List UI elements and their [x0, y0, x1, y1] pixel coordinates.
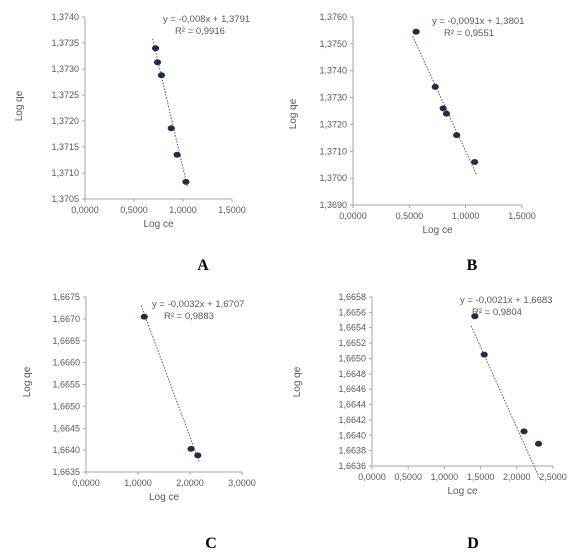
y-tick-label: 1,6675 [52, 292, 80, 302]
y-tick-label: 1,6640 [52, 445, 80, 455]
panel-letter: D [467, 535, 479, 552]
data-point [439, 105, 447, 112]
x-tick-label: 0,5000 [396, 211, 424, 221]
y-tick-label: 1,3740 [51, 12, 79, 22]
y-tick-label: 1,3730 [51, 64, 79, 74]
y-tick-label: 1,3690 [319, 200, 347, 210]
x-tick-label: 2,0000 [503, 472, 531, 482]
x-tick-label: 1,0000 [431, 472, 459, 482]
trendline [412, 36, 477, 175]
y-tick-label: 1,6650 [52, 401, 80, 411]
x-tick-label: 3,0000 [228, 478, 256, 488]
y-axis-label: Log qe [22, 366, 33, 397]
x-tick-label: 1,5000 [508, 211, 536, 221]
x-tick-label: 1,0000 [169, 205, 197, 215]
data-point [431, 83, 439, 90]
y-tick-label: 1,6648 [338, 369, 366, 379]
data-point [173, 151, 181, 158]
y-tick-label: 1,3700 [319, 173, 347, 183]
data-point [412, 28, 420, 35]
x-tick-label: 2,5000 [539, 472, 567, 482]
r-squared-label: R² = 0,9883 [164, 311, 214, 322]
panel-letter: A [197, 257, 209, 274]
y-tick-label: 1,6650 [338, 353, 366, 363]
y-tick-label: 1,6656 [338, 307, 366, 317]
r-squared-label: R² = 0,9916 [175, 26, 225, 37]
data-point [480, 351, 488, 358]
y-tick-label: 1,6636 [338, 461, 366, 471]
y-tick-label: 1,3710 [319, 146, 347, 156]
y-tick-label: 1,6670 [52, 314, 80, 324]
y-tick-label: 1,3750 [319, 39, 347, 49]
y-tick-label: 1,6665 [52, 336, 80, 346]
x-tick-label: 0,0000 [71, 205, 99, 215]
r-squared-label: R² = 0,9804 [472, 307, 522, 318]
y-axis-label: Log qe [288, 98, 299, 129]
x-tick-label: 0,0000 [72, 478, 100, 488]
data-point [182, 178, 190, 185]
x-tick-label: 2,0000 [176, 478, 204, 488]
x-axis-label: Log ce [143, 219, 173, 230]
data-point [167, 125, 175, 132]
y-tick-label: 1,6644 [338, 400, 366, 410]
y-tick-label: 1,3760 [319, 12, 347, 22]
data-point [471, 159, 479, 166]
y-tick-label: 1,6660 [52, 358, 80, 368]
r-squared-label: R² = 0,9551 [444, 28, 494, 39]
data-point [471, 313, 479, 320]
data-point [520, 428, 528, 435]
x-axis-label: Log ce [422, 225, 452, 236]
y-tick-label: 1,6655 [52, 380, 80, 390]
trendline-equation: y = -0,0032x + 1,6707 [152, 299, 244, 310]
y-tick-label: 1,6646 [338, 384, 366, 394]
data-point [194, 452, 202, 459]
trendline [140, 305, 200, 463]
y-tick-label: 1,6638 [338, 446, 366, 456]
x-axis-label: Log ce [149, 492, 179, 503]
y-tick-label: 1,3720 [51, 116, 79, 126]
panel-letter: B [467, 257, 478, 274]
y-tick-label: 1,6635 [52, 467, 80, 477]
trendline-equation: y = -0,0021x + 1,6683 [460, 295, 552, 306]
y-tick-label: 1,3725 [51, 90, 79, 100]
y-tick-label: 1,3735 [51, 38, 79, 48]
y-tick-label: 1,6652 [338, 338, 366, 348]
x-tick-label: 0,5000 [394, 472, 422, 482]
data-point [140, 313, 148, 320]
y-tick-label: 1,6654 [338, 323, 366, 333]
x-tick-label: 0,0000 [339, 211, 367, 221]
y-axis-label: Log qe [14, 90, 25, 121]
y-tick-label: 1,3720 [319, 119, 347, 129]
y-tick-label: 1,6645 [52, 423, 80, 433]
trendline [470, 325, 541, 481]
data-point [534, 440, 543, 447]
x-tick-label: 1,0000 [124, 478, 152, 488]
x-tick-label: 1,5000 [218, 205, 246, 215]
x-tick-label: 1,0000 [452, 211, 480, 221]
trendline-equation: y = -0,0091x + 1,3801 [432, 16, 524, 27]
y-tick-label: 1,3705 [51, 194, 79, 204]
y-axis-label: Log qe [292, 366, 303, 397]
panel-letter: C [205, 535, 217, 552]
y-tick-label: 1,6642 [338, 415, 366, 425]
x-tick-label: 0,5000 [120, 205, 148, 215]
y-tick-label: 1,3710 [51, 168, 79, 178]
trendline-equation: y = -0,008x + 1,3791 [163, 14, 250, 25]
data-point [442, 110, 451, 117]
y-tick-label: 1,3730 [319, 93, 347, 103]
y-tick-label: 1,3740 [319, 66, 347, 76]
x-axis-label: Log ce [447, 486, 477, 497]
y-tick-label: 1,6640 [338, 430, 366, 440]
data-point [153, 59, 162, 66]
data-point [151, 45, 160, 52]
x-tick-label: 1,5000 [467, 472, 495, 482]
data-point [453, 132, 461, 139]
data-point [157, 72, 166, 79]
y-tick-label: 1,6658 [338, 292, 366, 302]
data-point [187, 445, 195, 452]
x-tick-label: 0,0000 [358, 472, 386, 482]
y-tick-label: 1,3715 [51, 142, 79, 152]
